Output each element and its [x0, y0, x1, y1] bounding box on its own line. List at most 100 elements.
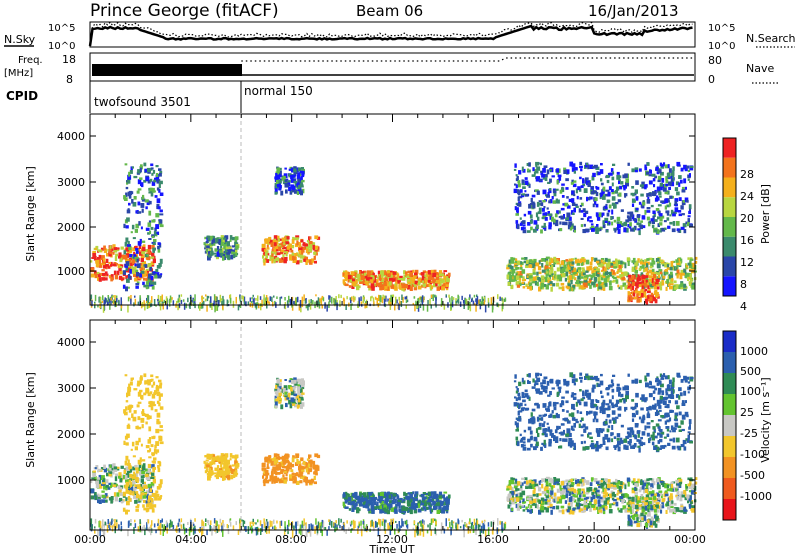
- power-echo-cell: [588, 274, 592, 277]
- velocity-echo-cell: [413, 507, 417, 511]
- velocity-echo-cell: [544, 485, 549, 491]
- velocity-echo-cell: [680, 509, 684, 513]
- power-echo-cell: [147, 244, 151, 249]
- power-echo-cell: [297, 172, 301, 175]
- velocity-echo-cell: [149, 503, 153, 508]
- power-echo-cell: [391, 278, 396, 282]
- power-echo-cell: [304, 256, 308, 260]
- velocity-echo-cell: [301, 469, 305, 473]
- velocity-echo-cell: [409, 493, 413, 499]
- power-echo-cell: [678, 272, 682, 276]
- power-echo-cell: [266, 247, 270, 250]
- power-echo-cell: [286, 236, 290, 240]
- power-echo-cell: [379, 281, 383, 287]
- power-echo-cell: [669, 266, 673, 271]
- velocity-echo-cell: [279, 478, 282, 484]
- power-echo-cell: [407, 286, 410, 290]
- power-echo-cell: [418, 280, 421, 286]
- power-echo-cell: [677, 262, 680, 265]
- velocity-echo-cell: [134, 484, 137, 488]
- power-echo-cell: [631, 168, 635, 173]
- velocity-echo-cell: [133, 410, 137, 414]
- nave-tick-low: 0: [708, 73, 715, 86]
- velocity-echo-cell: [531, 500, 536, 506]
- velocity-echo-cell: [519, 505, 522, 509]
- power-echo-cell: [112, 295, 114, 298]
- velocity-echo-cell: [394, 498, 397, 504]
- velocity-echo-cell: [275, 468, 279, 471]
- power-echo-cell: [396, 299, 398, 304]
- power-echo-cell: [585, 259, 590, 265]
- station-title: Prince George (fitACF): [90, 1, 279, 21]
- velocity-echo-cell: [95, 483, 100, 489]
- velocity-echo-cell: [158, 393, 163, 397]
- power-echo-cell: [544, 177, 548, 181]
- power-echo-cell: [392, 294, 395, 298]
- power-echo-cell: [397, 280, 401, 283]
- power-echo-cell: [620, 285, 623, 290]
- power-echo-cell: [364, 278, 367, 282]
- velocity-echo-cell: [279, 391, 283, 393]
- power-echo-cell: [146, 300, 148, 303]
- power-echo-cell: [646, 193, 649, 198]
- power-echo-cell: [678, 264, 682, 267]
- power-echo-cell: [300, 254, 303, 257]
- power-echo-cell: [129, 254, 133, 258]
- power-echo-cell: [588, 265, 593, 271]
- power-echo-cell: [542, 284, 547, 287]
- power-echo-cell: [571, 167, 576, 172]
- velocity-echo-cell: [140, 492, 145, 496]
- power-echo-cell: [251, 297, 253, 300]
- power-echo-cell: [623, 227, 627, 233]
- power-echo-cell: [674, 207, 679, 213]
- power-echo-cell: [661, 227, 666, 232]
- power-echo-cell: [108, 262, 111, 265]
- power-echo-cell: [547, 181, 551, 184]
- power-echo-cell: [222, 238, 225, 243]
- power-echo-cell: [138, 221, 141, 226]
- power-echo-cell: [591, 186, 595, 189]
- power-echo-cell: [156, 198, 161, 204]
- power-echo-cell: [604, 205, 608, 209]
- power-echo-cell: [577, 258, 580, 263]
- velocity-echo-cell: [314, 481, 317, 485]
- power-echo-cell: [128, 245, 132, 251]
- power-echo-cell: [515, 184, 518, 189]
- power-echo-cell: [142, 244, 146, 249]
- power-echo-cell: [143, 179, 147, 183]
- power-echo-cell: [135, 285, 139, 289]
- power-colorbar-swatch: [723, 276, 736, 297]
- power-echo-cell: [294, 253, 298, 257]
- power-echo-cell: [301, 174, 305, 178]
- power-echo-cell: [561, 273, 566, 278]
- power-echo-cell: [694, 260, 698, 264]
- power-echo-cell: [686, 199, 689, 203]
- power-echo-cell: [151, 219, 156, 223]
- power-echo-cell: [666, 264, 670, 268]
- velocity-echo-cell: [286, 468, 289, 474]
- power-echo-cell: [675, 259, 679, 263]
- velocity-echo-cell: [118, 489, 122, 493]
- power-echo-cell: [674, 187, 679, 192]
- velocity-echo-cell: [309, 454, 312, 458]
- power-echo-cell: [352, 295, 355, 300]
- velocity-echo-cell: [347, 500, 350, 505]
- velocity-echo-cell: [137, 498, 141, 502]
- power-echo-cell: [484, 304, 487, 313]
- power-echo-cell: [611, 196, 616, 201]
- power-echo-cell: [203, 242, 206, 246]
- power-echo-cell: [132, 266, 137, 270]
- power-echo-cell: [433, 280, 438, 285]
- power-echo-cell: [519, 270, 523, 276]
- velocity-echo-cell: [290, 397, 295, 402]
- power-echo-cell: [535, 263, 539, 266]
- power-echo-cell: [610, 216, 613, 220]
- power-echo-cell: [541, 278, 544, 282]
- power-echo-cell: [398, 296, 400, 301]
- velocity-echo-cell: [443, 497, 447, 502]
- velocity-echo-cell: [644, 479, 648, 484]
- power-echo-cell: [271, 250, 274, 256]
- power-echo-cell: [671, 228, 676, 233]
- power-echo-cell: [411, 279, 415, 284]
- velocity-echo-cell: [296, 378, 299, 384]
